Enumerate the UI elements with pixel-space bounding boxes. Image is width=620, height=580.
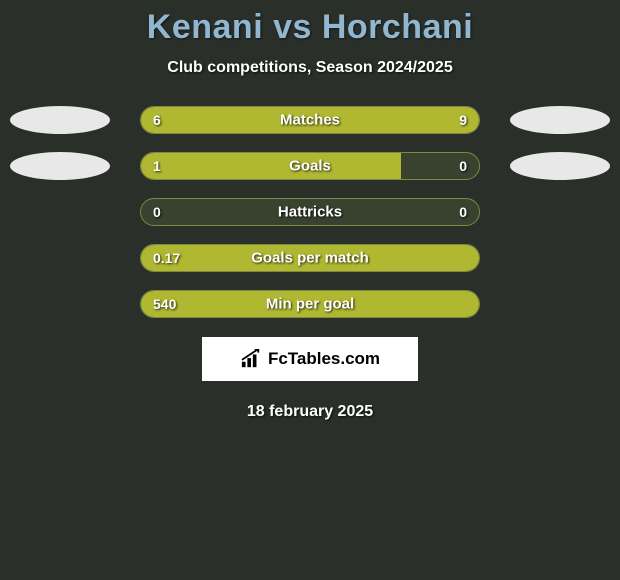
bar-fill-left bbox=[141, 107, 276, 133]
comparison-card: Kenani vs Horchani Club competitions, Se… bbox=[0, 0, 620, 421]
stat-label: Hattricks bbox=[278, 204, 342, 221]
stat-row: Goals per match 0.17 bbox=[0, 243, 620, 273]
player-badge-right bbox=[510, 152, 610, 180]
date-label: 18 february 2025 bbox=[0, 403, 620, 421]
stat-row: Hattricks 0 0 bbox=[0, 197, 620, 227]
subtitle: Club competitions, Season 2024/2025 bbox=[0, 59, 620, 77]
stats-list: Matches 6 9 Goals 1 0 Hattricks 0 0 Goals per mat… bbox=[0, 105, 620, 319]
stat-value-right: 0 bbox=[459, 204, 467, 220]
stat-bar: Hattricks 0 0 bbox=[140, 198, 480, 226]
player-badge-left bbox=[10, 106, 110, 134]
stat-value-left: 0 bbox=[153, 204, 161, 220]
stat-bar: Goals per match 0.17 bbox=[140, 244, 480, 272]
stat-row: Goals 1 0 bbox=[0, 151, 620, 181]
stat-bar: Min per goal 540 bbox=[140, 290, 480, 318]
bar-fill-left bbox=[141, 153, 401, 179]
player-badge-right bbox=[510, 106, 610, 134]
stat-row: Min per goal 540 bbox=[0, 289, 620, 319]
stat-label: Goals per match bbox=[251, 250, 369, 267]
bar-chart-icon bbox=[240, 349, 262, 369]
stat-value-right: 0 bbox=[459, 158, 467, 174]
stat-label: Min per goal bbox=[266, 296, 354, 313]
stat-value-left: 6 bbox=[153, 112, 161, 128]
player-badge-left bbox=[10, 152, 110, 180]
stat-label: Goals bbox=[289, 158, 331, 175]
page-title: Kenani vs Horchani bbox=[0, 8, 620, 47]
stat-value-left: 0.17 bbox=[153, 250, 180, 266]
brand-logo[interactable]: FcTables.com bbox=[202, 337, 418, 381]
stat-value-left: 540 bbox=[153, 296, 176, 312]
stat-label: Matches bbox=[280, 112, 340, 129]
brand-logo-text: FcTables.com bbox=[268, 349, 380, 369]
stat-row: Matches 6 9 bbox=[0, 105, 620, 135]
stat-bar: Goals 1 0 bbox=[140, 152, 480, 180]
stat-value-right: 9 bbox=[459, 112, 467, 128]
stat-value-left: 1 bbox=[153, 158, 161, 174]
stat-bar: Matches 6 9 bbox=[140, 106, 480, 134]
